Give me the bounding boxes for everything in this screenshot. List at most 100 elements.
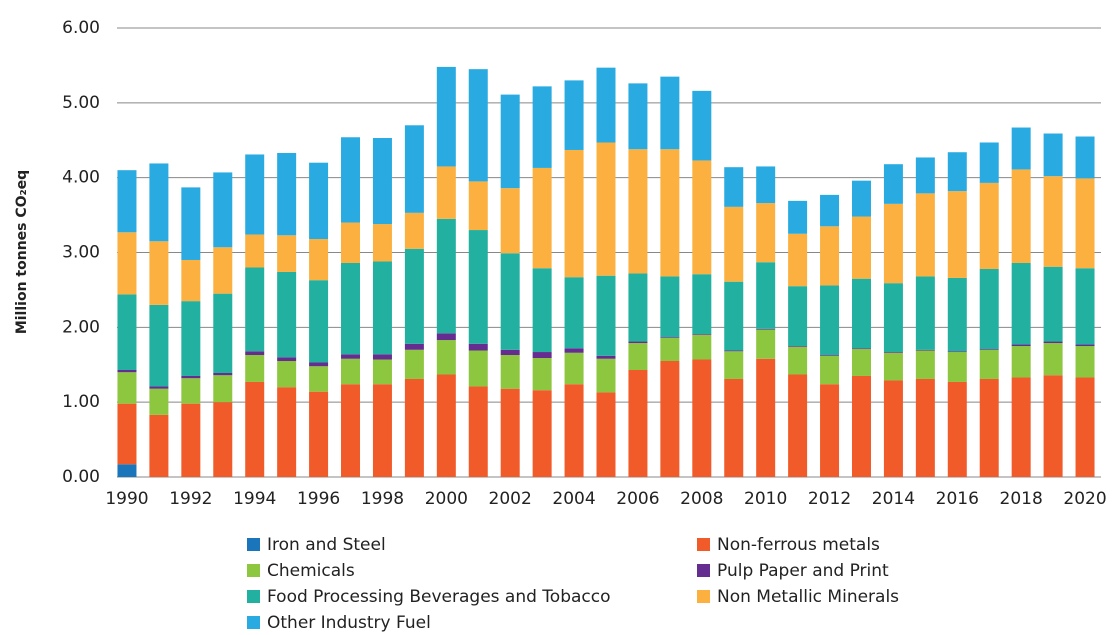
bar-segment: [851, 278, 871, 349]
bar-segment: [756, 328, 776, 330]
bar-segment: [692, 334, 712, 335]
bar-segment: [1075, 136, 1095, 179]
bar-segment: [660, 361, 680, 477]
x-tick-label: 2014: [872, 489, 915, 509]
bar-segment: [213, 402, 233, 477]
legend-label: Chemicals: [267, 561, 355, 581]
bar-segment: [404, 378, 424, 477]
bar-segment: [436, 218, 456, 334]
bar-segment: [883, 164, 903, 204]
y-tick-label: 4.00: [62, 168, 100, 188]
bar-segment: [851, 216, 871, 279]
bar-segment: [883, 352, 903, 353]
bar-segment: [436, 333, 456, 341]
bar-segment: [947, 352, 967, 382]
bar-segment: [181, 301, 201, 376]
bar-segment: [692, 359, 712, 477]
bar-segment: [372, 359, 392, 385]
bar-segment: [532, 86, 552, 168]
bar-segment: [724, 378, 744, 477]
bar-segment: [213, 375, 233, 403]
bar-segment: [947, 351, 967, 353]
legend-label: Other Industry Fuel: [267, 613, 431, 633]
bar-segment: [500, 188, 520, 254]
bar-segment: [724, 350, 744, 352]
bar-segment: [341, 384, 361, 477]
legend-swatch: [697, 564, 710, 577]
bar-segment: [181, 375, 201, 379]
bar-segment: [149, 304, 169, 387]
bar-segment: [500, 388, 520, 477]
bar-segment: [532, 352, 552, 359]
bar-segment: [117, 232, 137, 295]
bar-segment: [979, 378, 999, 477]
bar-segment: [820, 285, 840, 356]
bar-segment: [149, 414, 169, 477]
x-tick-label: 2018: [1000, 489, 1043, 509]
bar-segment: [468, 343, 488, 351]
bar-segment: [468, 181, 488, 231]
bar-segment: [372, 224, 392, 262]
x-tick-label: 2000: [425, 489, 468, 509]
bar-segment: [117, 403, 137, 465]
x-tick-label: 2006: [616, 489, 659, 509]
bar-segment: [788, 346, 808, 347]
bar-segment: [500, 349, 520, 356]
bar-segment: [309, 391, 329, 477]
bar-segment: [628, 149, 648, 274]
bar-segment: [500, 253, 520, 350]
legend-swatch: [247, 616, 260, 629]
bar-segment: [596, 275, 616, 356]
bar-segment: [947, 277, 967, 352]
bar-segment: [979, 142, 999, 183]
bar-segment: [309, 162, 329, 240]
bar-segment: [692, 160, 712, 275]
x-tick-label: 1994: [233, 489, 276, 509]
bar-segment: [309, 239, 329, 281]
bar-segment: [468, 350, 488, 387]
bar-segment: [277, 387, 297, 477]
bar-segment: [532, 390, 552, 477]
bar-segment: [277, 235, 297, 272]
bar-segment: [341, 137, 361, 223]
bar-segment: [851, 349, 871, 376]
x-tick-label: 2020: [1063, 489, 1106, 509]
bar-segment: [883, 352, 903, 381]
bar-segment: [596, 142, 616, 276]
bar-segment: [149, 241, 169, 305]
legend-swatch: [697, 538, 710, 551]
bar-segment: [309, 280, 329, 363]
bar-segment: [628, 369, 648, 477]
bar-segment: [1043, 266, 1063, 342]
bar-segment: [915, 349, 935, 351]
bar-segment: [1011, 344, 1031, 347]
legend-swatch: [247, 564, 260, 577]
bar-segment: [1043, 176, 1063, 267]
bar-segment: [436, 166, 456, 219]
bar-segment: [117, 369, 137, 373]
bar-segment: [756, 329, 776, 359]
bar-segment: [341, 354, 361, 359]
bar-segment: [532, 358, 552, 391]
bar-segment: [788, 346, 808, 375]
y-tick-label: 2.00: [62, 317, 100, 337]
bar-segment: [117, 294, 137, 370]
bar-segment: [404, 343, 424, 350]
bar-segment: [628, 341, 648, 344]
bar-segment: [979, 182, 999, 269]
bar-segment: [628, 273, 648, 342]
bar-segment: [660, 149, 680, 277]
y-tick-label: 0.00: [62, 467, 100, 487]
bar-segment: [564, 352, 584, 385]
bar-segment: [1011, 262, 1031, 345]
bar-segment: [245, 351, 265, 356]
bar-segment: [1075, 346, 1095, 378]
bar-segment: [724, 167, 744, 207]
bar-segment: [915, 157, 935, 194]
bar-segment: [341, 358, 361, 385]
bar-segment: [404, 248, 424, 344]
bar-segment: [596, 392, 616, 477]
bar-segment: [500, 94, 520, 189]
x-tick-label: 1992: [169, 489, 212, 509]
